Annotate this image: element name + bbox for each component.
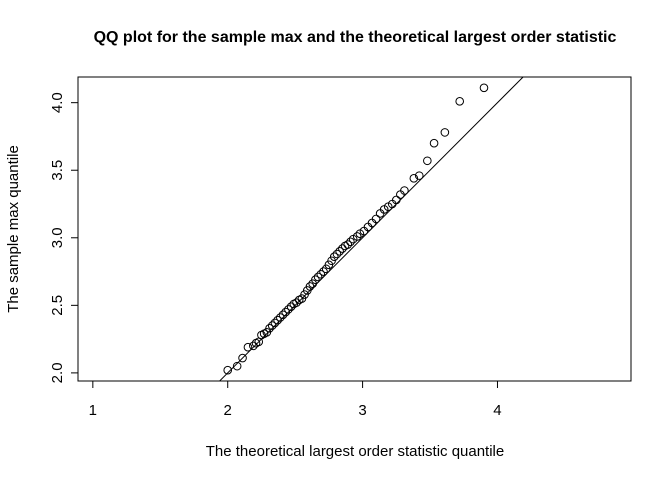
y-tick-label: 3.0: [49, 227, 66, 248]
x-tick-label: 4: [493, 402, 501, 419]
reference-line: [218, 77, 524, 381]
point: [429, 138, 439, 148]
point: [335, 246, 344, 256]
point: [265, 324, 274, 333]
point: [278, 310, 288, 320]
point: [281, 307, 291, 317]
point: [313, 272, 323, 282]
point: [329, 252, 339, 261]
point: [346, 237, 355, 247]
y-tick-label: 3.5: [49, 160, 66, 181]
point: [232, 361, 242, 371]
point: [440, 128, 450, 137]
point: [400, 186, 409, 195]
point: [414, 171, 424, 180]
x-tick-label: 1: [89, 402, 97, 419]
point: [423, 156, 432, 166]
point: [276, 313, 285, 322]
x-tick-label: 2: [224, 402, 232, 419]
point: [292, 298, 301, 307]
y-tick-label: 2.5: [49, 295, 66, 316]
point: [319, 267, 328, 276]
x-tick-label: 3: [358, 402, 366, 419]
point: [352, 232, 362, 241]
y-axis-title: The sample max quantile: [5, 145, 22, 313]
point: [273, 315, 282, 325]
point: [238, 353, 247, 363]
plot-frame: [77, 76, 632, 382]
point: [332, 249, 342, 259]
point: [371, 214, 381, 224]
point: [305, 282, 315, 291]
point: [479, 83, 489, 93]
point: [338, 244, 347, 253]
point: [392, 195, 401, 205]
point: [455, 97, 465, 106]
point: [223, 365, 233, 375]
point: [249, 341, 258, 351]
point: [267, 321, 277, 330]
point: [286, 302, 296, 311]
point: [284, 305, 293, 314]
y-tick-label: 4.0: [49, 92, 66, 113]
point: [409, 174, 419, 183]
point: [316, 269, 326, 279]
point: [343, 240, 353, 249]
chart-title: QQ plot for the sample max and the theor…: [94, 29, 617, 46]
point: [311, 275, 320, 284]
point: [270, 318, 280, 328]
x-axis-title: The theoretical largest order statistic …: [206, 443, 504, 460]
point: [243, 342, 253, 352]
y-tick-label: 2.0: [49, 362, 66, 383]
